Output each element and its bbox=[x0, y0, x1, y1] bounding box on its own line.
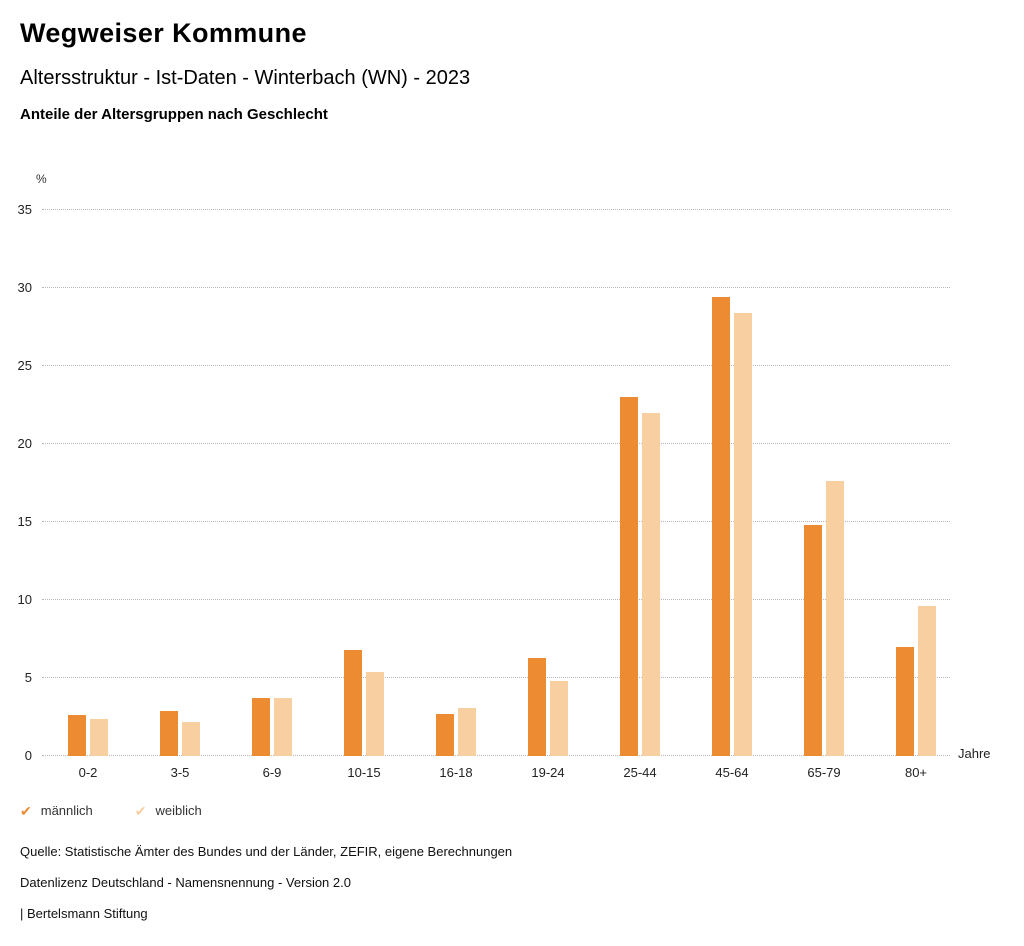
bar-weiblich-0-2 bbox=[90, 718, 108, 756]
legend-label-maennlich: männlich bbox=[40, 803, 93, 818]
y-tick-label: 15 bbox=[17, 514, 32, 529]
bar-männlich-16-18 bbox=[436, 713, 454, 756]
bar-männlich-10-15 bbox=[344, 649, 362, 756]
check-icon: ✔ bbox=[20, 802, 32, 819]
bar-group-10-15 bbox=[318, 649, 410, 756]
bar-group-0-2 bbox=[42, 715, 134, 756]
bar-group-25-44 bbox=[594, 397, 686, 756]
bar-weiblich-10-15 bbox=[366, 671, 384, 756]
y-tick-label: 25 bbox=[17, 358, 32, 373]
gridline-20 bbox=[42, 443, 950, 444]
bar-männlich-3-5 bbox=[160, 710, 178, 756]
bar-group-65-79 bbox=[778, 481, 870, 756]
bar-männlich-25-44 bbox=[620, 397, 638, 756]
plot-area bbox=[42, 209, 962, 756]
bar-group-80+ bbox=[870, 606, 962, 756]
bar-männlich-65-79 bbox=[804, 525, 822, 756]
bar-weiblich-6-9 bbox=[274, 698, 292, 756]
bar-weiblich-16-18 bbox=[458, 707, 476, 756]
page-subtitle: Altersstruktur - Ist-Daten - Winterbach … bbox=[20, 67, 471, 89]
gridline-15 bbox=[42, 521, 950, 522]
bar-group-45-64 bbox=[686, 297, 778, 756]
bar-männlich-6-9 bbox=[252, 698, 270, 756]
x-tick-label: 10-15 bbox=[347, 765, 381, 780]
x-tick-label: 6-9 bbox=[262, 765, 282, 780]
chart-heading: Anteile der Altersgruppen nach Geschlech… bbox=[20, 106, 328, 123]
bar-group-6-9 bbox=[226, 698, 318, 756]
x-tick-label: 65-79 bbox=[807, 765, 841, 780]
x-tick-label: 19-24 bbox=[531, 765, 565, 780]
bar-weiblich-65-79 bbox=[826, 481, 844, 756]
bar-männlich-0-2 bbox=[68, 715, 86, 756]
y-axis: 0 5 10 15 20 25 30 35 bbox=[0, 202, 36, 763]
bar-männlich-80+ bbox=[896, 646, 914, 756]
y-tick-label: 30 bbox=[17, 280, 32, 295]
x-tick-label: 3-5 bbox=[170, 765, 190, 780]
bar-männlich-19-24 bbox=[528, 657, 546, 756]
y-tick-label: 35 bbox=[17, 202, 32, 217]
legend: ✔ männlich ✔ weiblich bbox=[20, 803, 202, 818]
bar-group-16-18 bbox=[410, 707, 502, 756]
legend-item-weiblich[interactable]: ✔ weiblich bbox=[135, 803, 202, 818]
bar-weiblich-80+ bbox=[918, 606, 936, 756]
gridline-25 bbox=[42, 365, 950, 366]
y-axis-unit-label: % bbox=[36, 172, 47, 186]
gridline-10 bbox=[42, 599, 950, 600]
bar-group-3-5 bbox=[134, 710, 226, 756]
gridline-35 bbox=[42, 209, 950, 210]
gridline-5 bbox=[42, 677, 950, 678]
y-tick-label: 10 bbox=[17, 592, 32, 607]
bar-weiblich-45-64 bbox=[734, 312, 752, 756]
gridline-0 bbox=[42, 755, 950, 756]
footer-source: Quelle: Statistische Ämter des Bundes un… bbox=[20, 844, 513, 859]
x-tick-label: 25-44 bbox=[623, 765, 657, 780]
y-tick-label: 0 bbox=[24, 748, 32, 763]
bar-weiblich-3-5 bbox=[182, 721, 200, 756]
bar-weiblich-19-24 bbox=[550, 681, 568, 756]
x-tick-label: 16-18 bbox=[439, 765, 473, 780]
gridline-30 bbox=[42, 287, 950, 288]
bar-männlich-45-64 bbox=[712, 297, 730, 756]
x-axis: 0-2 3-5 6-9 10-15 16-18 19-24 25-44 45-64 65-79 8… bbox=[42, 765, 962, 785]
y-tick-label: 5 bbox=[24, 670, 32, 685]
x-tick-label: 0-2 bbox=[78, 765, 98, 780]
x-tick-label: 80+ bbox=[904, 765, 928, 780]
bar-group-19-24 bbox=[502, 657, 594, 756]
x-tick-label: 45-64 bbox=[715, 765, 749, 780]
y-tick-label: 20 bbox=[17, 436, 32, 451]
check-icon: ✔ bbox=[134, 802, 147, 819]
legend-item-maennlich[interactable]: ✔ männlich bbox=[20, 803, 93, 818]
x-axis-unit-label: Jahre bbox=[958, 746, 991, 761]
page-title: Wegweiser Kommune bbox=[20, 18, 307, 48]
footer-license: Datenlizenz Deutschland - Namensnennung … bbox=[20, 875, 351, 890]
footer-attribution: | Bertelsmann Stiftung bbox=[20, 906, 148, 921]
legend-label-weiblich: weiblich bbox=[155, 803, 202, 818]
bar-weiblich-25-44 bbox=[642, 412, 660, 756]
